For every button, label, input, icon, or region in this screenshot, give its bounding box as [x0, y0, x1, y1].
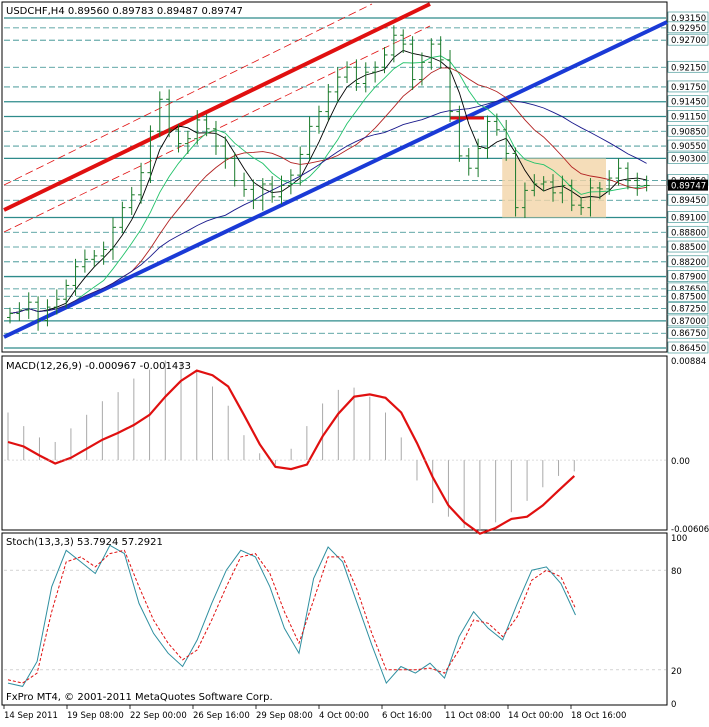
stoch-tick-label: 20 — [671, 667, 682, 677]
price-tick-label: 0.92950 — [671, 24, 706, 34]
price-label-box — [667, 255, 709, 268]
price-label-box — [667, 341, 709, 354]
macd-title: MACD(12,26,9) -0.000967 -0.001433 — [6, 361, 191, 372]
ma-long — [9, 99, 647, 314]
copyright: FxPro MT4, © 2001-2011 MetaQuotes Softwa… — [6, 692, 273, 703]
price-label-box — [667, 240, 709, 253]
price-label-box — [667, 110, 709, 122]
symbol-line: USDCHF,H4 0.89560 0.89783 0.89487 0.8974… — [6, 6, 243, 17]
price-label-box — [667, 289, 709, 302]
price-bars — [7, 25, 650, 331]
price-label-box — [667, 152, 709, 164]
price-tick-label: 0.92150 — [671, 63, 706, 73]
price-tick-label: 0.87250 — [671, 305, 706, 315]
price-label-box — [667, 139, 709, 152]
price-label-box — [667, 225, 709, 238]
price-tick-label: 0.91450 — [671, 98, 706, 108]
price-label-box — [667, 21, 709, 34]
price-tick-label: 0.91750 — [671, 83, 706, 93]
price-label-box — [667, 326, 709, 339]
trend-channels — [3, 2, 668, 339]
current-price-label: 0.89747 — [671, 182, 706, 192]
price-label-box — [667, 211, 709, 223]
time-tick-label: 19 Sep 08:00 — [67, 711, 124, 721]
price-tick-label: 0.89450 — [671, 196, 706, 206]
ma-medium — [9, 55, 647, 314]
price-label-box — [667, 124, 709, 137]
price-tick-label: 0.92700 — [671, 36, 706, 46]
stoch-d-line — [7, 549, 576, 684]
stoch-k-line — [7, 544, 576, 687]
price-tick-label: 0.87000 — [671, 317, 706, 327]
price-tick-label: 0.88500 — [671, 243, 706, 253]
price-label-box — [667, 270, 709, 282]
time-axis: 14 Sep 2011 19 Sep 08:00 22 Sep 00:00 26 Se… — [3, 705, 626, 721]
price-tick-label: 0.91150 — [671, 113, 706, 123]
macd-tick-label: 0.00 — [671, 457, 690, 467]
red-channel-dashed — [3, 3, 373, 186]
price-tick-label: 0.87650 — [671, 285, 706, 295]
blue-trendline — [3, 20, 668, 339]
price-label-box — [667, 60, 709, 73]
price-tick-label: 0.88800 — [671, 228, 706, 238]
red-channel-dashed — [3, 25, 431, 233]
price-label-box — [667, 193, 709, 206]
price-tick-label: 0.93150 — [671, 14, 706, 24]
price-tick-label: 0.86450 — [671, 344, 706, 354]
moving-averages — [9, 49, 647, 314]
price-tick-label: 0.88200 — [671, 258, 706, 268]
macd-panel-frame — [1, 355, 668, 531]
time-tick-label: 6 Oct 16:00 — [382, 711, 432, 721]
price-label-box — [667, 95, 709, 108]
price-label-box — [667, 314, 709, 327]
macd-tick-label: -0.00606 — [671, 525, 709, 535]
stoch-panel-frame — [1, 532, 668, 706]
price-tick-label: 0.90550 — [671, 142, 706, 152]
price-label-box — [667, 80, 709, 93]
time-tick-label: 11 Oct 08:00 — [445, 711, 500, 721]
time-tick-label: 18 Oct 16:00 — [571, 711, 626, 721]
price-label-box — [667, 33, 709, 46]
time-tick-label: 4 Oct 00:00 — [319, 711, 369, 721]
time-tick-label: 14 Sep 2011 — [4, 711, 58, 721]
time-tick-label: 29 Sep 08:00 — [256, 711, 313, 721]
price-tick-label: 0.90850 — [671, 127, 706, 137]
price-tick-label: 0.90300 — [671, 154, 706, 164]
stoch-tick-label: 100 — [671, 534, 687, 544]
price-tick-label: 0.87500 — [671, 292, 706, 302]
red-trendline — [3, 2, 431, 212]
time-tick-label: 22 Sep 00:00 — [130, 711, 187, 721]
macd-plot: 0.00884 0.00 -0.00606 — [4, 357, 709, 535]
ma-fast — [9, 49, 647, 314]
stoch-plot: 100 80 20 0 — [4, 534, 687, 710]
macd-signal-line — [7, 369, 576, 535]
price-tick-label: 0.87900 — [671, 273, 706, 283]
macd-tick-label: 0.00884 — [671, 357, 706, 367]
stoch-tick-label: 80 — [671, 567, 682, 577]
time-tick-label: 14 Oct 00:00 — [508, 711, 563, 721]
current-price-box — [668, 179, 708, 191]
time-tick-label: 26 Sep 16:00 — [193, 711, 250, 721]
price-tick-label: 0.89100 — [671, 213, 706, 223]
price-tick-label: 0.86750 — [671, 329, 706, 339]
price-label-box — [667, 302, 709, 314]
stoch-title: Stoch(13,3,3) 53.7924 57.2921 — [6, 537, 163, 548]
stoch-tick-label: 0 — [671, 700, 676, 710]
